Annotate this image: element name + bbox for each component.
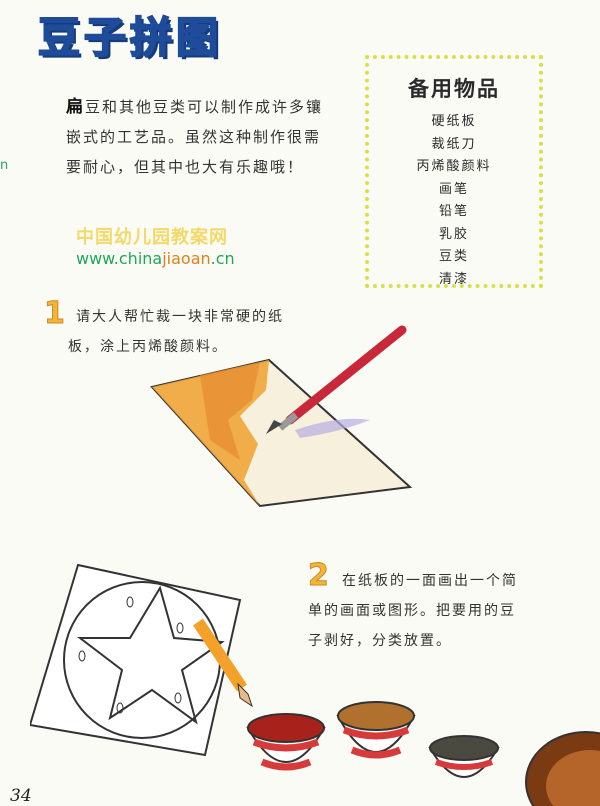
watermark-chinese: 中国幼儿园教案网 <box>76 227 228 248</box>
supplies-list: 硬纸板 裁纸刀 丙烯酸颜料 画笔 铅笔 乳胶 豆类 清漆 <box>369 111 539 291</box>
paint-shadow <box>295 418 370 438</box>
intro-drop-char: 扁 <box>66 97 85 117</box>
paintbrush-bristles <box>266 420 282 434</box>
supplies-item: 硬纸板 <box>431 114 477 129</box>
painted-cardboard-illustration <box>150 325 413 508</box>
page-number: 34 <box>10 786 32 806</box>
watermark: 中国幼儿园教案网 www.chinajiaoan.cn <box>76 223 235 268</box>
supplies-item: 裁纸刀 <box>431 136 477 152</box>
supplies-item: 乳胶 <box>438 226 469 242</box>
supplies-item: 清漆 <box>438 271 469 287</box>
supplies-item: 豆类 <box>438 249 469 264</box>
drawing-board <box>30 563 242 757</box>
step-1-number: 1 <box>44 296 66 332</box>
watermark-url: www.chinajiaoan.cn <box>76 249 235 268</box>
bowl-brown-beans <box>336 701 416 759</box>
step-1-text: 请大人帮忙裁一块非常硬的纸板，涂上丙烯酸颜料。 <box>68 309 284 355</box>
watermark-url-highlight: jiaoan <box>162 249 211 268</box>
bowl-dark-beans <box>428 735 500 778</box>
pencil-body <box>193 618 247 692</box>
supplies-box: 备用物品 硬纸板 裁纸刀 丙烯酸颜料 画笔 铅笔 乳胶 豆类 清漆 <box>365 55 543 288</box>
star-drawing-illustration <box>30 563 253 757</box>
watermark-url-suffix: .cn <box>210 249 235 268</box>
step-2-number: 2 <box>308 558 330 594</box>
supplies-item: 画笔 <box>438 181 469 197</box>
supplies-item: 丙烯酸颜料 <box>416 159 492 174</box>
watermark-url-prefix: www.china <box>76 249 163 268</box>
supplies-title: 备用物品 <box>408 77 500 101</box>
intro-paragraph: 扁豆和其他豆类可以制作成许多镶嵌式的工艺品。虽然这种制作很需要耐心，但其中也大有… <box>66 92 336 182</box>
supplies-item: 铅笔 <box>438 204 469 219</box>
bean-bowls-illustration <box>246 701 600 806</box>
step-2-text: 在纸板的一面画出一个简单的画面或图形。把要用的豆子剥好，分类放置。 <box>308 573 518 649</box>
paintbrush-handle <box>285 325 407 425</box>
page-title: 豆子拼图 <box>37 12 223 63</box>
bowl-red-beans <box>246 713 326 771</box>
intro-text: 豆和其他豆类可以制作成许多镶嵌式的工艺品。虽然这种制作很需要耐心，但其中也大有乐… <box>66 98 324 176</box>
edge-letter: n <box>0 158 9 173</box>
